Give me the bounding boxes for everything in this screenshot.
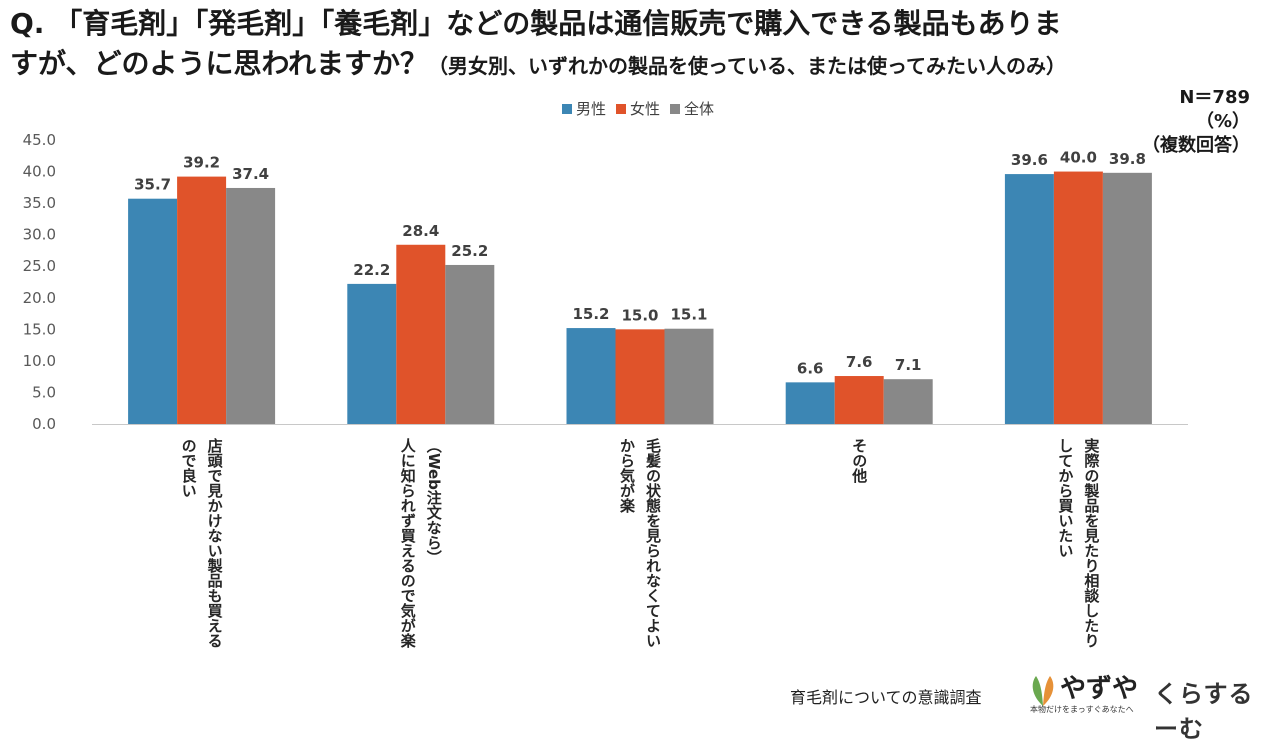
data-label: 22.2: [353, 261, 390, 279]
bar-total: [664, 328, 714, 424]
y-tick-label: 20.0: [23, 289, 56, 307]
bar-female: [396, 244, 446, 424]
title-line-1: Q. 「育毛剤」「発毛剤」「養毛剤」などの製品は通信販売で購入できる製品もありま: [10, 7, 1062, 40]
x-category-label: 実際の製品を見たり相談したり: [1082, 437, 1100, 648]
x-category-label: その他: [850, 438, 868, 484]
data-label: 39.6: [1011, 151, 1048, 169]
legend-label: 男性: [576, 100, 606, 118]
brand-tagline: 本物だけをまっすぐあなたへ: [1030, 705, 1134, 714]
x-category-label: から気が楽: [618, 438, 636, 514]
y-tick-label: 45.0: [23, 131, 56, 149]
x-category-label: （Web注文なら）: [425, 438, 443, 565]
data-label: 25.2: [451, 242, 488, 260]
data-label: 15.0: [621, 306, 658, 324]
data-label: 28.4: [402, 222, 439, 240]
data-label: 15.2: [572, 305, 609, 323]
legend-swatch: [562, 104, 572, 114]
legend-swatch: [616, 104, 626, 114]
y-tick-label: 30.0: [23, 226, 56, 244]
x-category-label: ので良い: [180, 438, 198, 498]
chart-title: Q. 「育毛剤」「発毛剤」「養毛剤」などの製品は通信販売で購入できる製品もありま…: [10, 4, 1270, 86]
y-tick-label: 10.0: [23, 352, 56, 370]
title-line-2-main: すが、どのように思われますか？: [10, 47, 429, 80]
bar-female: [177, 176, 227, 424]
brand-leaf-icon: [1032, 676, 1054, 706]
sample-size: N＝789: [1179, 87, 1250, 108]
bar-male: [566, 328, 616, 424]
x-category-label: 人に知られず買えるので気が楽: [399, 438, 417, 649]
x-category-label: 店頭で見かけない製品も買える: [206, 437, 224, 648]
bar-chart: 0.0 5.0 10.0 15.0 20.0 25.0 30.0 35.0 40.0 45.0 35…: [23, 100, 1188, 649]
brand-name: やずや: [1060, 674, 1139, 704]
data-label: 39.2: [183, 154, 220, 172]
bar-male: [347, 283, 397, 424]
y-tick-label: 5.0: [32, 383, 56, 401]
answer-note: （複数回答）: [1142, 135, 1250, 156]
bar-female: [1053, 171, 1103, 424]
x-category-label: してから買いたい: [1056, 438, 1074, 558]
bar-male: [1004, 174, 1054, 424]
y-tick-label: 25.0: [23, 257, 56, 275]
data-label: 7.1: [895, 356, 922, 374]
legend-label: 女性: [630, 100, 660, 118]
bar-male: [785, 382, 835, 424]
x-category-label: 毛髪の状態を見られなくてよい: [644, 437, 662, 648]
data-label: 35.7: [134, 176, 171, 194]
bar-total: [445, 264, 495, 424]
bar-male: [128, 198, 178, 424]
data-label: 6.6: [797, 359, 824, 377]
y-tick-label: 40.0: [23, 163, 56, 181]
bar-total: [883, 379, 933, 424]
data-label: 40.0: [1060, 149, 1097, 167]
brand-area: やずや 本物だけをまっすぐあなたへ くらするーむ: [1028, 670, 1278, 743]
legend-label: 全体: [684, 100, 714, 118]
title-subtitle: （男女別、いずれかの製品を使っている、または使ってみたい人のみ）: [428, 54, 1067, 78]
brand-logo-2: くらするーむ: [1154, 680, 1254, 743]
title-line-2: すが、どのように思われますか？（男女別、いずれかの製品を使っている、または使って…: [10, 44, 1270, 86]
legend-swatch: [670, 104, 680, 114]
data-label: 37.4: [232, 165, 269, 183]
survey-name: 育毛剤についての意識調査: [790, 688, 982, 707]
chart-meta: N＝789 （%） （複数回答）: [1142, 86, 1250, 158]
unit-label: （%）: [1195, 111, 1250, 132]
data-label: 39.8: [1109, 150, 1146, 168]
data-label: 7.6: [846, 353, 873, 371]
y-tick-label: 35.0: [23, 194, 56, 212]
bar-total: [226, 187, 276, 424]
bar-total: [1102, 172, 1152, 424]
y-tick-label: 15.0: [23, 320, 56, 338]
data-label: 15.1: [670, 306, 707, 324]
bar-female: [834, 376, 884, 424]
y-tick-label: 0.0: [32, 415, 56, 433]
bar-female: [615, 329, 665, 424]
